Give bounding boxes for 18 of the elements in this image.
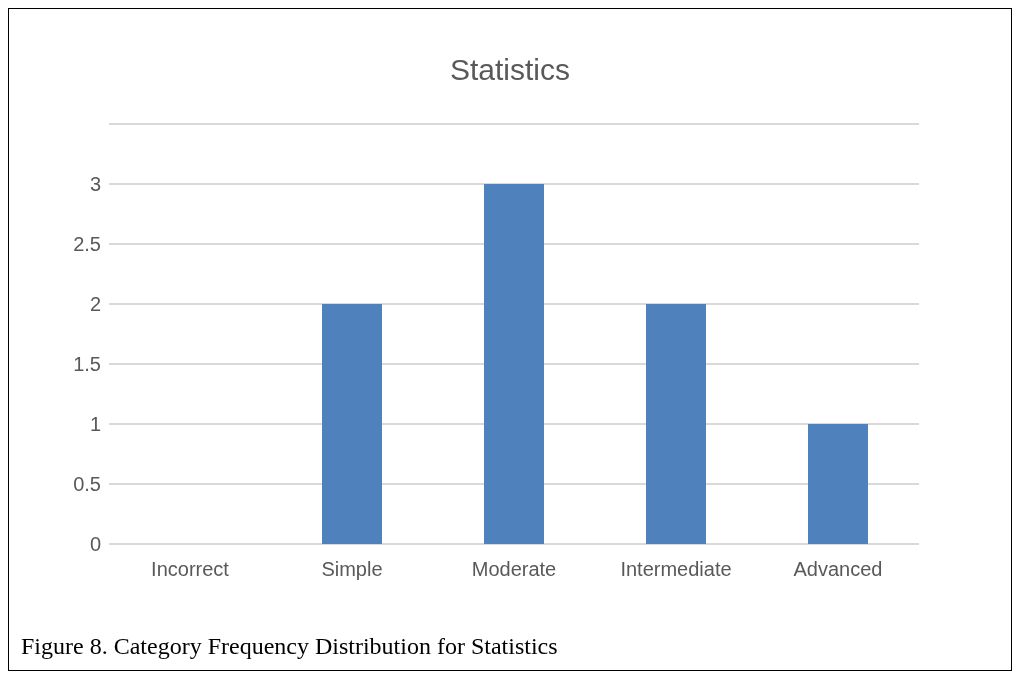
bar bbox=[484, 184, 544, 544]
y-tick-label: 1 bbox=[89, 413, 101, 436]
y-tick-label: 0 bbox=[89, 533, 101, 556]
x-tick-label: Moderate bbox=[471, 558, 557, 581]
bar bbox=[322, 304, 382, 544]
x-tick-label: Intermediate bbox=[620, 558, 732, 581]
x-tick-label: Simple bbox=[321, 558, 383, 581]
y-tick-label: 2.5 bbox=[73, 233, 101, 256]
bar bbox=[646, 304, 706, 544]
x-tick-label: Advanced bbox=[793, 558, 883, 581]
y-tick-label: 1.5 bbox=[73, 353, 101, 376]
y-tick-label: 3 bbox=[89, 173, 101, 196]
x-tick-label: Incorrect bbox=[151, 558, 230, 581]
chart-title: Statistics bbox=[449, 53, 571, 87]
caption: Figure 8. Category Frequency Distribution for Statistics bbox=[21, 633, 558, 660]
y-tick-label: 2 bbox=[89, 293, 101, 316]
y-tick-label: 0.5 bbox=[73, 473, 101, 496]
bar bbox=[808, 424, 868, 544]
